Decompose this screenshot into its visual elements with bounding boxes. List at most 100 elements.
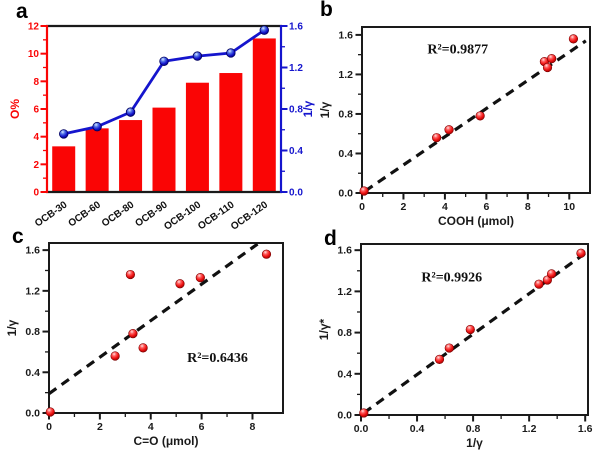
line-point (159, 56, 169, 66)
bar-OCB-80 (119, 120, 143, 192)
category-label: OCB-60 (67, 199, 104, 229)
x-tick-label: 1.6 (578, 423, 593, 435)
x-axis-label: 1/γ (466, 436, 483, 450)
r2-annotation: R²=0.6436 (187, 351, 248, 366)
line-point (92, 121, 102, 132)
x-tick-label: 6 (483, 201, 489, 213)
category-label: OCB-80 (100, 199, 137, 229)
data-point (444, 125, 454, 135)
x-axis-label: C=O (μmol) (133, 434, 198, 448)
bar-OCB-90 (152, 107, 176, 192)
x-tick-label: 8 (525, 201, 531, 213)
x-tick-label: 2 (97, 421, 103, 433)
panel-b: b 0 2 4 6 8 10 0.0 0.4 0.8 1.2 1.6 COOH (μmol) 1/γ R²… (300, 0, 600, 228)
left-tick-label: 8 (33, 77, 39, 88)
y-tick-label: 1.2 (25, 285, 40, 297)
data-point (576, 248, 586, 258)
bar-OCB-120 (252, 38, 276, 193)
data-point (138, 343, 148, 353)
plot-frame (360, 243, 589, 416)
data-point (444, 343, 454, 353)
bar-OCB-110 (219, 73, 243, 192)
x-tick-label: 0.8 (466, 423, 481, 435)
data-point (568, 34, 579, 44)
r2-annotation: R²=0.9926 (421, 271, 482, 286)
y-tick-label: 0.0 (337, 410, 352, 422)
y-tick-label: 0.0 (25, 408, 40, 420)
y-tick-label: 0.4 (337, 368, 352, 380)
chart-b-scatter: 0 2 4 6 8 10 0.0 0.4 0.8 1.2 1.6 COOH (μmol) 1/γ R²=0… (318, 26, 591, 228)
y-axis-label: 1/γ* (317, 318, 331, 340)
x-tick-label: 0 (359, 201, 365, 213)
data-point (359, 408, 369, 418)
y-tick-label: 1.6 (338, 29, 353, 41)
left-tick-label: 10 (28, 49, 40, 60)
x-tick-label: 4 (442, 201, 448, 213)
x-tick-label: 2 (401, 201, 407, 213)
data-point (434, 354, 445, 364)
r2-annotation: R²=0.9877 (427, 43, 488, 58)
y-tick-label: 1.6 (25, 245, 40, 257)
x-tick-label: 0.0 (354, 423, 369, 435)
data-point (546, 269, 557, 279)
right-tick-label: 0.0 (289, 188, 303, 199)
data-point (534, 279, 544, 289)
panel-c-label: c (12, 225, 24, 248)
left-tick-label: 0 (33, 188, 39, 199)
data-point (547, 54, 557, 64)
x-tick-label: 1.2 (522, 423, 537, 435)
left-axis-label: O% (8, 99, 22, 119)
category-label: OCB-30 (33, 199, 70, 229)
x-tick-label: 6 (199, 421, 205, 433)
panel-d: d 0.0 0.4 0.8 1.2 1.6 0.0 0.4 0.8 1.2 1.6 1/γ 1/γ* R… (300, 227, 600, 454)
data-point (475, 111, 485, 121)
line-point (59, 129, 69, 139)
data-point (125, 269, 135, 280)
x-tick-label: 10 (563, 201, 575, 213)
data-point (542, 62, 553, 73)
plot-frame (48, 242, 284, 414)
y-tick-label: 1.2 (338, 69, 353, 81)
line-point (226, 48, 236, 58)
bar-OCB-100 (185, 82, 209, 192)
left-tick-label: 4 (33, 132, 39, 143)
y-tick-label: 0.8 (338, 108, 353, 120)
data-point (175, 279, 185, 289)
line-point (125, 107, 136, 117)
right-tick-label: 0.4 (289, 146, 303, 157)
data-point (359, 186, 369, 196)
y-tick-label: 1.2 (337, 286, 352, 298)
x-axis-label: COOH (μmol) (438, 214, 514, 228)
plot-frame (361, 26, 591, 194)
y-axis-label: 1/γ (5, 319, 19, 336)
x-tick-label: 8 (250, 421, 256, 433)
right-tick-label: 0.8 (289, 105, 303, 116)
data-point (261, 249, 272, 259)
right-tick-label: 1.2 (289, 63, 303, 74)
line-point (259, 25, 269, 35)
panel-c: c 0 2 4 6 8 0.0 0.4 0.8 1.2 1.6 C=O (μmol) 1/γ R²=0.… (0, 225, 300, 454)
data-point (465, 324, 475, 335)
y-tick-label: 0.8 (25, 326, 40, 338)
data-point (432, 133, 442, 143)
panel-b-label: b (320, 0, 333, 21)
left-tick-label: 12 (28, 22, 40, 33)
y-axis-label: 1/γ (318, 101, 332, 118)
data-point (45, 407, 55, 417)
x-tick-label: 0 (46, 421, 52, 433)
bar-OCB-30 (52, 146, 76, 192)
panel-a: a 0 2 4 6 8 10 12 0.0 0.4 0.8 1.2 1.6 OCB-30 OCB-60 OC… (0, 0, 315, 233)
right-axis-label: 1/γ (301, 100, 315, 117)
left-tick-label: 2 (33, 160, 39, 171)
data-point (195, 273, 205, 283)
y-tick-label: 0.0 (338, 188, 353, 200)
y-tick-label: 0.4 (338, 148, 353, 160)
chart-d-scatter: 0.0 0.4 0.8 1.2 1.6 0.0 0.4 0.8 1.2 1.6 1/γ 1/γ* R²=… (317, 243, 593, 450)
fit-line (48, 242, 259, 395)
panel-a-label: a (16, 0, 28, 23)
data-point (128, 328, 138, 339)
y-tick-label: 1.6 (337, 245, 352, 257)
chart-a-bar-line: 0 2 4 6 8 10 12 0.0 0.4 0.8 1.2 1.6 OCB-30OCB-60OCB-… (8, 22, 315, 233)
data-point (110, 351, 120, 361)
